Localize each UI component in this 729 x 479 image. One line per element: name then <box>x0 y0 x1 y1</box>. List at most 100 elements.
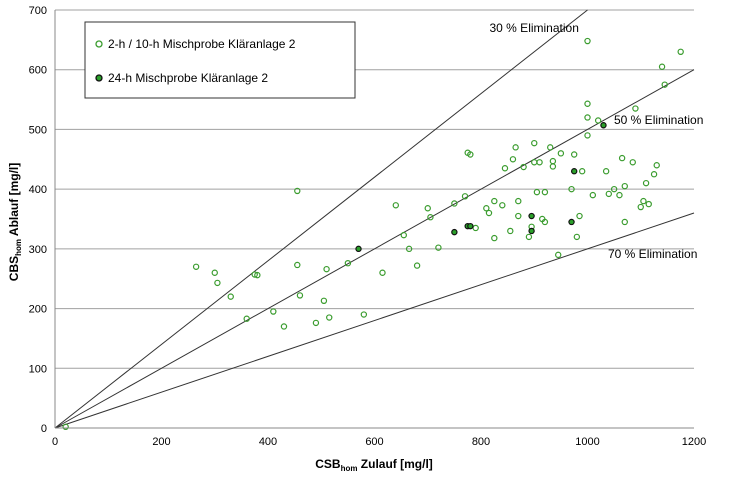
data-point-2h-10h <box>637 203 644 211</box>
reference-line <box>54 9 588 429</box>
data-point-2h-10h <box>621 182 628 190</box>
x-tick-label: 400 <box>259 436 277 448</box>
data-point-2h-10h <box>507 227 514 235</box>
data-point-2h-10h <box>379 269 386 276</box>
data-point-2h-10h <box>509 156 517 163</box>
data-point-2h-10h <box>602 168 610 175</box>
data-point-2h-10h <box>227 293 234 300</box>
data-point-2h-10h <box>296 292 304 299</box>
data-point-2h-10h <box>632 105 639 112</box>
data-point-2h-10h <box>491 234 498 242</box>
data-point-2h-10h <box>424 205 431 212</box>
data-point-2h-10h <box>650 171 658 178</box>
data-point-2h-10h <box>323 265 330 273</box>
data-point-2h-10h <box>485 209 493 217</box>
data-point-2h-10h <box>491 197 498 205</box>
data-point-2h-10h <box>555 251 562 259</box>
data-point-2h-10h <box>405 245 413 253</box>
data-point-2h-10h <box>483 205 490 212</box>
data-point-2h-10h <box>677 48 684 56</box>
data-point-24h <box>528 212 535 220</box>
data-point-24h <box>451 228 458 236</box>
legend-label-0: 2-h / 10-h Mischprobe Kläranlage 2 <box>108 37 296 51</box>
data-point-2h-10h <box>461 193 469 200</box>
data-point-2h-10h <box>515 197 522 205</box>
data-point-2h-10h <box>642 179 650 187</box>
y-tick-label: 700 <box>29 5 47 17</box>
data-point-2h-10h <box>520 163 527 171</box>
data-point-2h-10h <box>360 311 368 318</box>
y-tick-label: 0 <box>41 423 47 435</box>
data-point-2h-10h <box>640 197 647 205</box>
data-point-2h-10h <box>570 151 578 158</box>
data-point-2h-10h <box>584 100 591 107</box>
data-point-2h-10h <box>472 224 479 232</box>
data-point-2h-10h <box>557 150 565 157</box>
x-tick-label: 200 <box>152 436 170 448</box>
data-point-2h-10h <box>594 117 602 124</box>
x-tick-label: 800 <box>472 436 490 448</box>
data-point-2h-10h <box>605 190 613 198</box>
data-point-2h-10h <box>499 202 506 209</box>
data-point-2h-10h <box>629 159 636 166</box>
data-point-2h-10h <box>573 233 581 241</box>
data-point-2h-10h <box>243 315 250 322</box>
data-point-2h-10h <box>531 139 538 147</box>
data-point-24h <box>467 222 474 230</box>
data-point-2h-10h <box>413 262 421 269</box>
x-tick-label: 1200 <box>682 436 706 448</box>
reference-line-label: 50 % Elimination <box>614 113 703 127</box>
data-point-2h-10h <box>616 191 623 199</box>
data-point-2h-10h <box>427 214 434 221</box>
data-point-2h-10h <box>533 188 541 196</box>
data-point-24h <box>600 122 607 129</box>
data-point-2h-10h <box>621 218 628 226</box>
data-point-2h-10h <box>610 185 618 193</box>
x-tick-label: 0 <box>52 436 58 448</box>
data-point-2h-10h <box>312 319 320 327</box>
data-point-2h-10h <box>584 37 591 45</box>
reference-line-label: 70 % Elimination <box>608 247 697 261</box>
data-point-2h-10h <box>270 308 277 315</box>
data-point-2h-10h <box>251 271 258 278</box>
data-point-2h-10h <box>547 144 554 151</box>
x-axis-label: CSBhom Zulauf [mg/l] <box>315 457 433 473</box>
data-point-2h-10h <box>584 132 591 139</box>
data-point-2h-10h <box>344 259 352 267</box>
reference-line <box>54 69 695 429</box>
reference-line <box>54 212 695 429</box>
data-point-2h-10h <box>192 263 200 270</box>
data-point-2h-10h <box>515 212 522 220</box>
data-point-2h-10h <box>536 159 543 166</box>
x-tick-label: 600 <box>365 436 383 448</box>
data-point-2h-10h <box>549 163 557 170</box>
y-tick-label: 400 <box>29 184 47 196</box>
data-point-2h-10h <box>214 279 221 287</box>
data-point-2h-10h <box>467 151 474 158</box>
y-tick-label: 100 <box>29 363 47 375</box>
data-point-2h-10h <box>294 187 301 195</box>
y-axis-label: CBShom Ablauf [mg/l] <box>7 163 23 281</box>
data-point-2h-10h <box>254 271 261 279</box>
data-point-2h-10h <box>645 200 652 208</box>
data-point-2h-10h <box>589 191 597 199</box>
x-tick-label: 1000 <box>575 436 599 448</box>
data-point-2h-10h <box>584 114 591 121</box>
data-point-2h-10h <box>512 144 519 151</box>
data-point-2h-10h <box>578 168 586 175</box>
data-point-2h-10h <box>435 244 442 251</box>
data-point-2h-10h <box>541 188 549 196</box>
y-tick-label: 300 <box>29 244 47 256</box>
data-point-2h-10h <box>392 202 399 209</box>
data-point-2h-10h <box>326 314 333 321</box>
data-point-24h <box>570 168 578 175</box>
data-point-2h-10h <box>531 159 538 166</box>
data-point-2h-10h <box>211 269 218 276</box>
data-point-2h-10h <box>661 81 668 88</box>
data-point-24h <box>355 245 362 253</box>
data-point-2h-10h <box>658 63 666 70</box>
data-point-2h-10h <box>451 200 458 207</box>
legend: 2-h / 10-h Mischprobe Kläranlage 2 24-h … <box>84 21 356 99</box>
data-point-2h-10h <box>576 212 583 220</box>
